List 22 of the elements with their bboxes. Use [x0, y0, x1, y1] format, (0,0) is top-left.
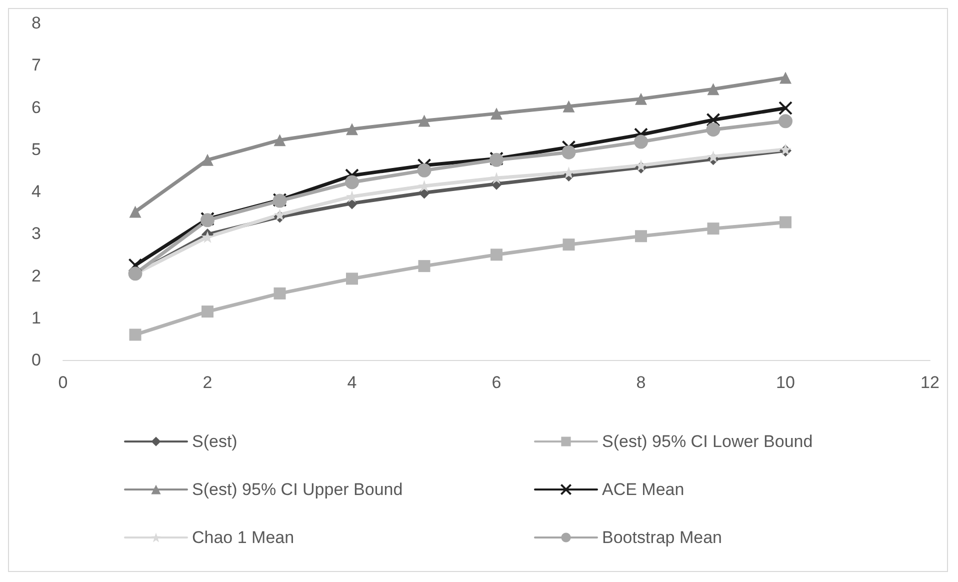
x-tick-label: 2 [202, 373, 212, 392]
y-tick-label: 2 [32, 266, 41, 286]
y-tick-label: 0 [32, 350, 41, 370]
legend-label: S(est) 95% CI Upper Bound [192, 480, 403, 499]
y-tick-label: 8 [32, 14, 41, 32]
y-tick-label: 7 [32, 56, 41, 75]
legend-label: Chao 1 Mean [192, 528, 294, 547]
x-tick-label: 8 [636, 373, 646, 392]
y-tick-label: 4 [32, 182, 41, 201]
y-tick-label: 5 [32, 140, 41, 159]
y-tick-label: 1 [32, 308, 41, 328]
x-tick-label: 4 [347, 373, 357, 392]
y-tick-label: 6 [32, 98, 41, 117]
x-tick-label: 0 [58, 373, 68, 392]
legend-label: S(est) 95% CI Lower Bound [602, 432, 813, 451]
x-tick-label: 10 [776, 373, 795, 392]
legend-label: Bootstrap Mean [602, 528, 722, 547]
x-tick-label: 12 [920, 373, 940, 392]
x-tick-label: 6 [492, 373, 502, 392]
legend-label: S(est) [192, 432, 238, 451]
legend-label: ACE Mean [602, 480, 684, 499]
y-tick-label: 3 [32, 224, 41, 244]
